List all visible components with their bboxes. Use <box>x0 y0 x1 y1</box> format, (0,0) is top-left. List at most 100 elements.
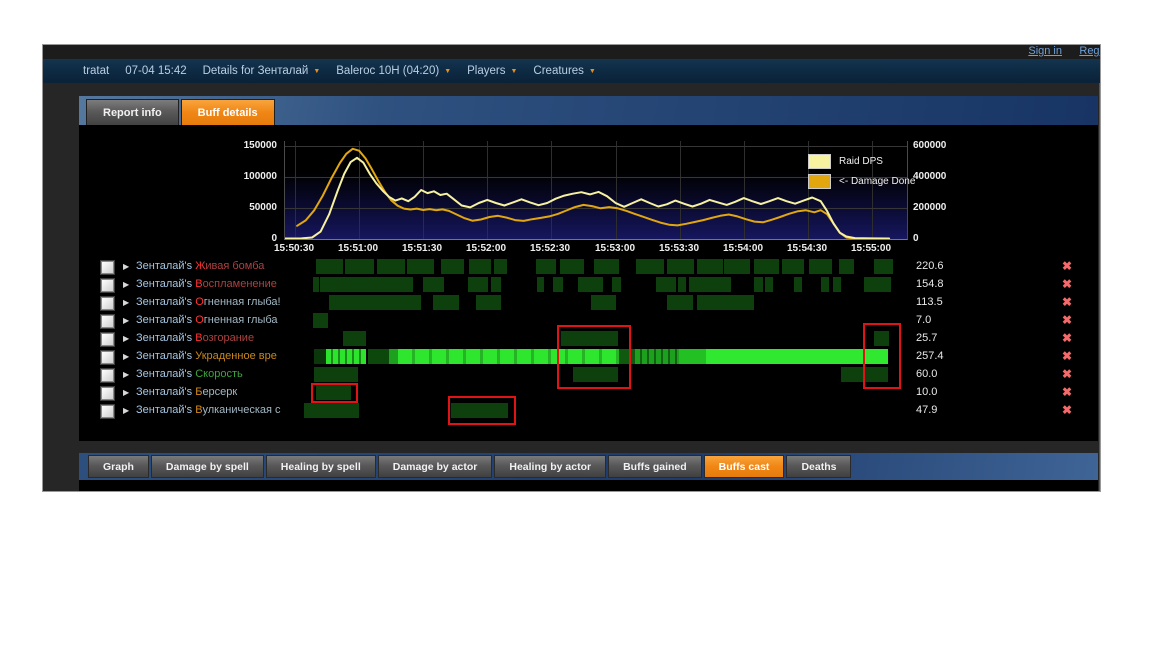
buff-uptime-segment <box>560 259 584 274</box>
buff-spell-name: Ж <box>195 260 206 272</box>
delete-row-icon[interactable]: ✖ <box>1062 367 1073 381</box>
delete-row-icon[interactable]: ✖ <box>1062 313 1073 327</box>
expand-arrow-icon[interactable]: ▶ <box>123 334 130 343</box>
buff-label[interactable]: Зенталай's Украденное вре <box>136 350 286 364</box>
buff-checkbox[interactable] <box>101 279 114 292</box>
buff-spell-name: ивая бомба <box>205 260 265 272</box>
tab-buffs-gained[interactable]: Buffs gained <box>608 455 702 478</box>
buff-uptime-segment <box>451 403 508 418</box>
buff-uptime-segment <box>635 349 679 364</box>
buff-label[interactable]: Зенталай's Возгорание <box>136 332 286 346</box>
buff-spell-name: Скорость <box>195 368 243 380</box>
dropdown-arrow-icon: ▼ <box>444 67 452 75</box>
chart-legend: Raid DPS <- Damage Done <box>808 151 915 191</box>
delete-row-icon[interactable]: ✖ <box>1062 277 1073 291</box>
buff-checkbox[interactable] <box>101 387 114 400</box>
tab-report-info[interactable]: Report info <box>86 99 179 125</box>
buff-uptime-segment <box>398 349 619 364</box>
buff-uptime-segment <box>343 331 366 346</box>
buff-owner: Зенталай's <box>136 404 196 416</box>
delete-row-icon[interactable]: ✖ <box>1062 385 1073 399</box>
delete-row-icon[interactable]: ✖ <box>1062 403 1073 417</box>
expand-arrow-icon[interactable]: ▶ <box>123 370 130 379</box>
buff-checkbox[interactable] <box>101 297 114 310</box>
buff-row: ▶ Зенталай's Вулканическая с 47.9 ✖ <box>79 403 1098 419</box>
buff-checkbox[interactable] <box>101 315 114 328</box>
nav-menu-label: Details for Зенталай <box>202 65 309 77</box>
expand-arrow-icon[interactable]: ▶ <box>123 280 130 289</box>
buff-uptime-segment <box>667 259 694 274</box>
buff-row: ▶ Зенталай's Украденное вре 257.4 ✖ <box>79 349 1098 365</box>
buff-uptime-segment <box>864 277 891 292</box>
buff-timeline <box>301 277 901 292</box>
buff-spell-name: В <box>195 404 203 416</box>
buff-uptime-segment <box>441 259 464 274</box>
buff-uptime-segment <box>537 277 544 292</box>
buff-timeline <box>301 259 901 274</box>
sign-in-link[interactable]: Sign in <box>1028 45 1062 57</box>
expand-arrow-icon[interactable]: ▶ <box>123 352 130 361</box>
nav-menu-details[interactable]: Details for Зенталай ▼ <box>203 65 321 77</box>
buff-label[interactable]: Зенталай's Скорость <box>136 368 286 382</box>
buff-uptime-segment <box>389 349 398 364</box>
buff-checkbox[interactable] <box>101 405 114 418</box>
buff-checkbox[interactable] <box>101 333 114 346</box>
delete-row-icon[interactable]: ✖ <box>1062 259 1073 273</box>
buff-label[interactable]: Зенталай's Воспламенение <box>136 278 286 292</box>
buff-owner: Зенталай's <box>136 332 196 344</box>
dropdown-arrow-icon: ▼ <box>510 67 518 75</box>
buff-uptime-segment <box>423 277 444 292</box>
register-link[interactable]: Regi <box>1079 45 1101 57</box>
expand-arrow-icon[interactable]: ▶ <box>123 316 130 325</box>
buff-checkbox[interactable] <box>101 261 114 274</box>
buff-uptime-segment <box>724 259 750 274</box>
nav-menu-players[interactable]: Players ▼ <box>467 65 517 77</box>
buff-label[interactable]: Зенталай's Огненная глыба! <box>136 296 286 310</box>
tab-damage-by-spell[interactable]: Damage by spell <box>150 455 264 478</box>
buff-checkbox[interactable] <box>101 351 114 364</box>
buff-label[interactable]: Зенталай's Огненная глыба <box>136 314 286 328</box>
nav-menu-creatures[interactable]: Creatures ▼ <box>533 65 595 77</box>
chart-plot <box>284 141 908 240</box>
tab-healing-by-spell[interactable]: Healing by spell <box>265 455 376 478</box>
y-axis-left-label: 50000 <box>249 202 277 213</box>
tab-buffs-cast[interactable]: Buffs cast <box>703 455 785 478</box>
buff-spell-name: Б <box>195 386 203 398</box>
delete-row-icon[interactable]: ✖ <box>1062 331 1073 345</box>
nav-menu-boss[interactable]: Baleroc 10H (04:20) ▼ <box>336 65 451 77</box>
x-axis-label: 15:52:00 <box>465 243 507 254</box>
buff-owner: Зенталай's <box>136 278 196 290</box>
buff-uptime-value: 113.5 <box>916 296 943 308</box>
buff-label[interactable]: Зенталай's Живая бомба <box>136 260 286 274</box>
tab-graph[interactable]: Graph <box>88 455 149 478</box>
expand-arrow-icon[interactable]: ▶ <box>123 262 130 271</box>
buff-uptime-segment <box>619 349 635 364</box>
expand-arrow-icon[interactable]: ▶ <box>123 406 130 415</box>
gridline-vertical <box>359 141 361 239</box>
delete-row-icon[interactable]: ✖ <box>1062 295 1073 309</box>
delete-row-icon[interactable]: ✖ <box>1062 349 1073 363</box>
buff-label[interactable]: Зенталай's Берсерк <box>136 386 286 400</box>
buff-row: ▶ Зенталай's Огненная глыба 7.0 ✖ <box>79 313 1098 329</box>
x-axis-label: 15:52:30 <box>529 243 571 254</box>
buff-checkbox[interactable] <box>101 369 114 382</box>
buff-owner: Зенталай's <box>136 296 196 308</box>
nav-menu-label: Baleroc 10H (04:20) <box>336 65 440 77</box>
buff-label[interactable]: Зенталай's Вулканическая с <box>136 404 286 418</box>
buff-uptime-segment <box>594 259 619 274</box>
tab-buff-details[interactable]: Buff details <box>180 99 275 125</box>
buff-uptime-segment <box>491 277 501 292</box>
buff-uptime-segment <box>314 349 326 364</box>
expand-arrow-icon[interactable]: ▶ <box>123 298 130 307</box>
x-axis-label: 15:53:30 <box>658 243 700 254</box>
buff-spell-name: В <box>195 332 203 344</box>
tab-damage-by-actor[interactable]: Damage by actor <box>377 455 493 478</box>
tab-healing-by-actor[interactable]: Healing by actor <box>494 455 607 478</box>
buff-uptime-segment <box>304 403 359 418</box>
buff-uptime-segment <box>782 259 804 274</box>
expand-arrow-icon[interactable]: ▶ <box>123 388 130 397</box>
buff-uptime-segment <box>754 259 779 274</box>
buff-uptime-segment <box>821 277 829 292</box>
tab-deaths[interactable]: Deaths <box>786 455 852 478</box>
buff-uptime-segment <box>316 385 351 400</box>
